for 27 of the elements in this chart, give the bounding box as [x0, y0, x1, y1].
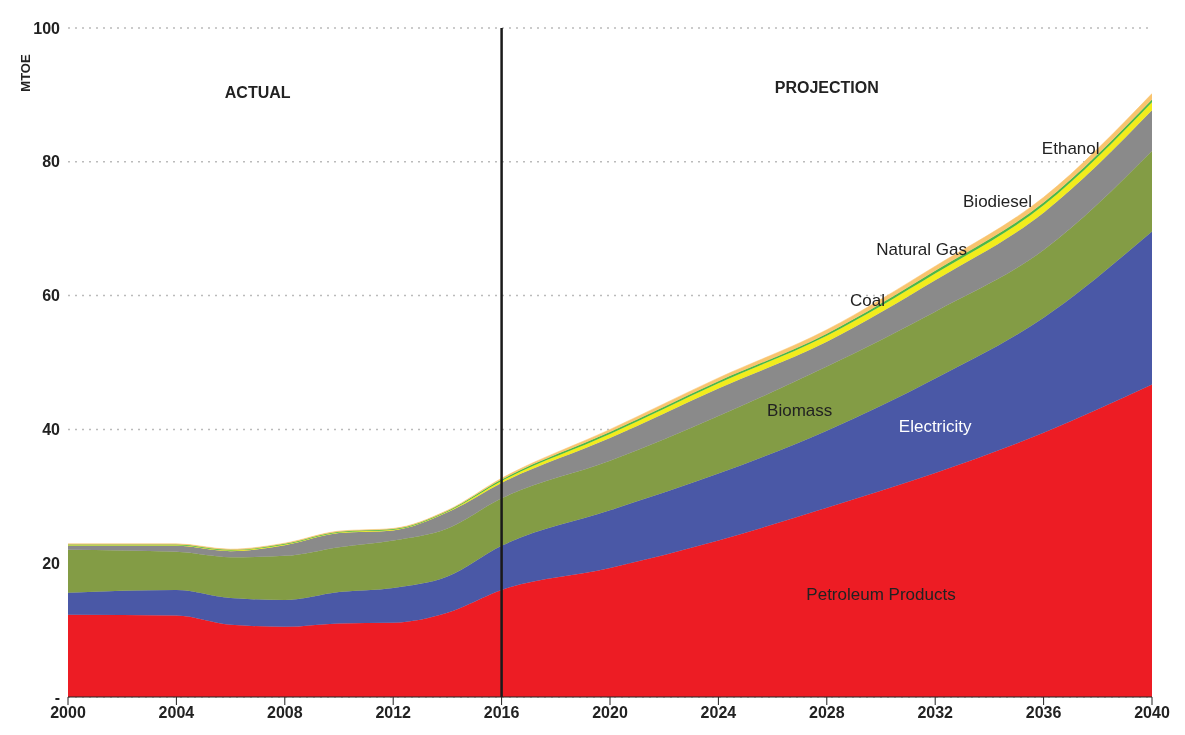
y-axis-title: MTOE: [18, 54, 33, 92]
x-tick-label: 2008: [267, 704, 303, 722]
series-label: Petroleum Products: [806, 584, 956, 604]
series-label: Natural Gas: [876, 239, 967, 259]
x-tick-label: 2000: [50, 704, 86, 722]
x-tick-label: 2004: [158, 704, 195, 722]
x-tick-label: 2024: [700, 704, 737, 722]
series-label: Biomass: [767, 401, 833, 421]
x-tick-label: 2020: [592, 704, 628, 722]
y-tick-label: 40: [42, 421, 61, 439]
y-tick-label: 100: [33, 19, 61, 37]
y-tick-label: -: [54, 688, 60, 706]
annotation: ACTUAL: [224, 84, 291, 101]
annotation: PROJECTION: [774, 79, 879, 96]
y-tick-label: 20: [42, 554, 61, 572]
series-label: Biodiesel: [963, 192, 1033, 212]
y-tick-label: 60: [42, 287, 61, 305]
x-tick-label: 2032: [917, 704, 954, 722]
series-label: Coal: [849, 290, 885, 310]
x-tick-label: 2028: [809, 704, 845, 722]
x-tick-label: 2012: [375, 704, 412, 722]
y-tick-label: 80: [42, 153, 61, 171]
series-label: Ethanol: [1041, 138, 1100, 158]
x-tick-label: 2040: [1134, 704, 1170, 722]
series-label: Electricity: [898, 416, 973, 436]
x-tick-label: 2016: [483, 704, 520, 722]
x-tick-label: 2036: [1025, 704, 1062, 722]
